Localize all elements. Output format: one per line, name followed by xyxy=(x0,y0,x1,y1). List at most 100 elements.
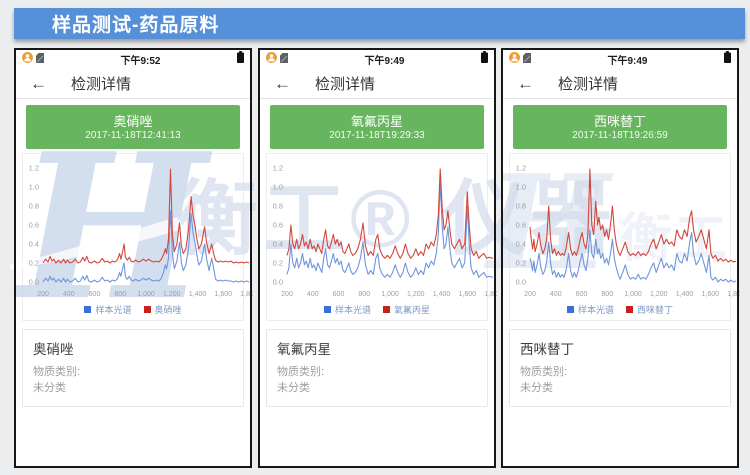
legend-swatch-icon xyxy=(566,305,574,313)
svg-text:200: 200 xyxy=(281,291,293,298)
back-arrow-icon[interactable]: ← xyxy=(517,73,534,93)
spectrum-chart: 0.0 0.2 0.4 0.6 0.8 1.0 1.2 200 400 600 800 1,000 1,… xyxy=(23,156,253,302)
detail-content: 氧氟丙星 2017-11-18T19:29:33 0.0 0.2 0.4 0.6 0.8… xyxy=(260,99,497,407)
status-time: 下午9:52 xyxy=(120,55,161,67)
category-label: 物质类别: xyxy=(33,366,81,378)
svg-text:0.2: 0.2 xyxy=(273,259,283,268)
spectrum-chart: 0.0 0.2 0.4 0.6 0.8 1.0 1.2 200 400 600 800 1,000 1,… xyxy=(510,156,740,302)
legend-swatch-icon xyxy=(323,305,331,313)
svg-text:0.6: 0.6 xyxy=(273,221,283,230)
battery-icon xyxy=(724,50,731,68)
svg-text:0.2: 0.2 xyxy=(29,259,39,268)
app-bar-title: 检测详情 xyxy=(71,75,132,93)
substance-category: 物质类别: 未分类 xyxy=(520,365,720,397)
legend-item[interactable]: 样本光谱 xyxy=(323,303,371,316)
result-banner: 奥硝唑 2017-11-18T12:41:13 xyxy=(26,105,240,149)
result-timestamp: 2017-11-18T19:26:59 xyxy=(572,130,668,142)
category-value: 未分类 xyxy=(520,381,553,394)
legend-label: 样本光谱 xyxy=(577,304,614,315)
sim-icon xyxy=(523,50,531,68)
app-bar: ← 检测详情 xyxy=(260,68,494,99)
svg-text:0.4: 0.4 xyxy=(516,240,526,249)
result-name: 奥硝唑 xyxy=(113,113,153,129)
legend-item[interactable]: 样本光谱 xyxy=(566,303,614,316)
legend-item[interactable]: 样本光谱 xyxy=(84,303,132,316)
result-name: 氧氟丙星 xyxy=(350,113,403,129)
legend-swatch-icon xyxy=(383,305,390,313)
legend-label: 样本光谱 xyxy=(95,304,132,315)
substance-name: 西咪替丁 xyxy=(520,342,574,357)
phone-screenshot-2: 下午9:49 ← 检测详情 氧氟丙星 2017-11-18T19:29:33 0… xyxy=(258,48,497,468)
legend-item[interactable]: 氧氟丙星 xyxy=(383,303,430,316)
battery-icon xyxy=(481,50,488,68)
svg-text:1,400: 1,400 xyxy=(189,291,207,298)
chart-legend: 样本光谱 氧氟丙星 xyxy=(267,302,487,316)
svg-text:0.2: 0.2 xyxy=(516,259,526,268)
app-bar-title: 检测详情 xyxy=(558,75,619,93)
chart-legend: 样本光谱 西咪替丁 xyxy=(510,302,730,316)
svg-text:1,200: 1,200 xyxy=(407,291,425,298)
svg-text:1.2: 1.2 xyxy=(29,164,39,173)
person-circle-icon xyxy=(266,50,277,68)
svg-text:0.0: 0.0 xyxy=(273,278,283,287)
legend-swatch-icon xyxy=(84,305,92,313)
result-name: 西咪替丁 xyxy=(593,113,646,129)
app-bar: ← 检测详情 xyxy=(503,68,737,99)
substance-category: 物质类别: 未分类 xyxy=(277,365,477,397)
svg-text:1,600: 1,600 xyxy=(701,291,719,298)
battery-icon xyxy=(237,50,244,68)
svg-text:0.8: 0.8 xyxy=(273,202,283,211)
status-bar: 下午9:49 xyxy=(260,50,494,68)
sim-icon xyxy=(36,50,44,68)
svg-text:0.8: 0.8 xyxy=(516,202,526,211)
svg-text:1,200: 1,200 xyxy=(163,291,181,298)
legend-label: 样本光谱 xyxy=(334,304,371,315)
substance-name: 氧氟丙星 xyxy=(277,342,331,357)
back-arrow-icon[interactable]: ← xyxy=(30,73,47,93)
page-title: 样品测试-药品原料 xyxy=(52,15,220,36)
svg-text:600: 600 xyxy=(576,291,588,298)
svg-text:1,600: 1,600 xyxy=(214,291,232,298)
svg-text:1,400: 1,400 xyxy=(433,291,451,298)
svg-text:1,200: 1,200 xyxy=(650,291,668,298)
legend-label: 西咪替丁 xyxy=(637,304,674,315)
legend-label: 奥硝唑 xyxy=(154,304,182,315)
svg-text:0.0: 0.0 xyxy=(29,278,39,287)
legend-item[interactable]: 西咪替丁 xyxy=(626,303,673,316)
svg-text:600: 600 xyxy=(89,291,101,298)
svg-text:0.4: 0.4 xyxy=(273,240,283,249)
substance-info-card: 氧氟丙星 物质类别: 未分类 xyxy=(266,329,488,407)
svg-text:400: 400 xyxy=(550,291,562,298)
svg-text:400: 400 xyxy=(63,291,75,298)
legend-swatch-icon xyxy=(143,305,151,313)
svg-text:1.0: 1.0 xyxy=(29,183,39,192)
svg-text:1,600: 1,600 xyxy=(458,291,476,298)
legend-swatch-icon xyxy=(626,305,633,313)
svg-text:1.0: 1.0 xyxy=(273,183,283,192)
category-value: 未分类 xyxy=(33,381,66,394)
svg-text:1,800: 1,800 xyxy=(727,291,740,298)
svg-text:1.2: 1.2 xyxy=(516,164,526,173)
svg-text:1,000: 1,000 xyxy=(137,291,155,298)
phone-screenshot-3: 下午9:49 ← 检测详情 西咪替丁 2017-11-18T19:26:59 0… xyxy=(501,48,740,468)
substance-info-card: 奥硝唑 物质类别: 未分类 xyxy=(22,329,244,407)
svg-text:1,400: 1,400 xyxy=(676,291,694,298)
svg-text:0.6: 0.6 xyxy=(516,221,526,230)
back-arrow-icon[interactable]: ← xyxy=(274,73,291,93)
spectrum-chart-card: 0.0 0.2 0.4 0.6 0.8 1.0 1.2 200 400 600 800 1,000 1,… xyxy=(509,153,740,321)
status-bar: 下午9:52 xyxy=(16,50,250,68)
svg-text:0.0: 0.0 xyxy=(516,278,526,287)
substance-category: 物质类别: 未分类 xyxy=(33,365,233,397)
svg-text:1,800: 1,800 xyxy=(240,291,253,298)
app-bar: ← 检测详情 xyxy=(16,68,250,99)
svg-text:400: 400 xyxy=(307,291,319,298)
svg-text:1.2: 1.2 xyxy=(273,164,283,173)
legend-item[interactable]: 奥硝唑 xyxy=(143,303,182,316)
app-bar-title: 检测详情 xyxy=(315,75,376,93)
svg-text:1.0: 1.0 xyxy=(516,183,526,192)
svg-text:200: 200 xyxy=(524,291,536,298)
result-banner: 西咪替丁 2017-11-18T19:26:59 xyxy=(513,105,727,149)
svg-text:200: 200 xyxy=(37,291,49,298)
result-timestamp: 2017-11-18T19:29:33 xyxy=(329,130,425,142)
status-time: 下午9:49 xyxy=(364,55,405,67)
